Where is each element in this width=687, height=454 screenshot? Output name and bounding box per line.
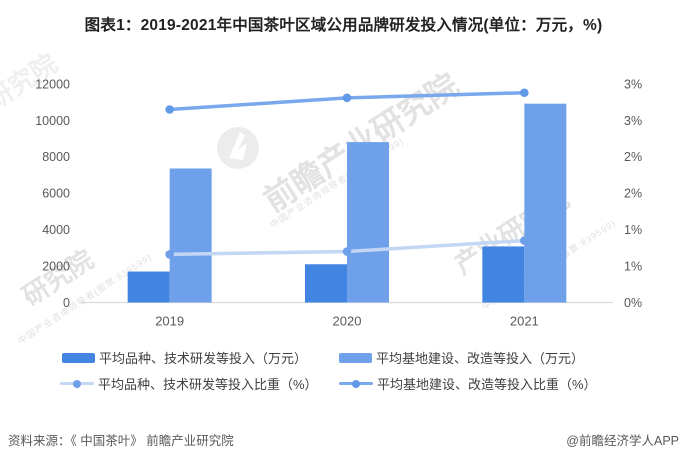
- svg-text:2000: 2000: [42, 259, 70, 273]
- svg-text:3%: 3%: [624, 77, 642, 91]
- svg-text:1%: 1%: [624, 259, 642, 273]
- legend-item-variety-investment[interactable]: 平均品种、技术研发等投入（万元）: [62, 348, 307, 367]
- legend-item-base-ratio[interactable]: 平均基地建设、改造等投入比重（%）: [339, 374, 597, 393]
- svg-text:10000: 10000: [35, 114, 70, 128]
- credit-note: @前瞻经济学人APP: [566, 434, 679, 448]
- svg-text:3%: 3%: [624, 114, 642, 128]
- svg-text:2019: 2019: [155, 314, 184, 329]
- svg-text:4000: 4000: [42, 223, 70, 237]
- svg-text:1%: 1%: [624, 223, 642, 237]
- legend-label: 平均品种、技术研发等投入比重（%）: [98, 377, 318, 392]
- chart-title: 图表1：2019-2021年中国茶叶区域公用品牌研发投入情况(单位：万元，%): [84, 17, 603, 34]
- svg-text:12000: 12000: [35, 77, 70, 91]
- svg-text:2%: 2%: [624, 150, 642, 164]
- source-note: 资料来源：《 中国茶叶》 前瞻产业研究院: [8, 434, 234, 448]
- svg-text:2020: 2020: [333, 314, 362, 329]
- svg-text:2021: 2021: [510, 314, 539, 329]
- svg-text:6000: 6000: [42, 187, 70, 201]
- legend-swatch-pale-line: [60, 379, 94, 389]
- legend-swatch-blue-line: [339, 379, 373, 389]
- svg-text:2%: 2%: [624, 187, 642, 201]
- legend-label: 平均品种、技术研发等投入（万元）: [99, 351, 308, 366]
- legend-swatch-light-bar: [339, 352, 372, 363]
- legend-item-base-investment[interactable]: 平均基地建设、改造等投入（万元）: [339, 348, 584, 367]
- legend-swatch-dark-bar: [62, 352, 95, 363]
- svg-text:8000: 8000: [42, 150, 70, 164]
- legend-label: 平均基地建设、改造等投入（万元）: [376, 351, 585, 366]
- legend-label: 平均基地建设、改造等投入比重（%）: [377, 377, 597, 392]
- legend-item-variety-ratio[interactable]: 平均品种、技术研发等投入比重（%）: [60, 374, 318, 393]
- svg-text:0: 0: [63, 296, 70, 310]
- svg-text:0%: 0%: [624, 296, 642, 310]
